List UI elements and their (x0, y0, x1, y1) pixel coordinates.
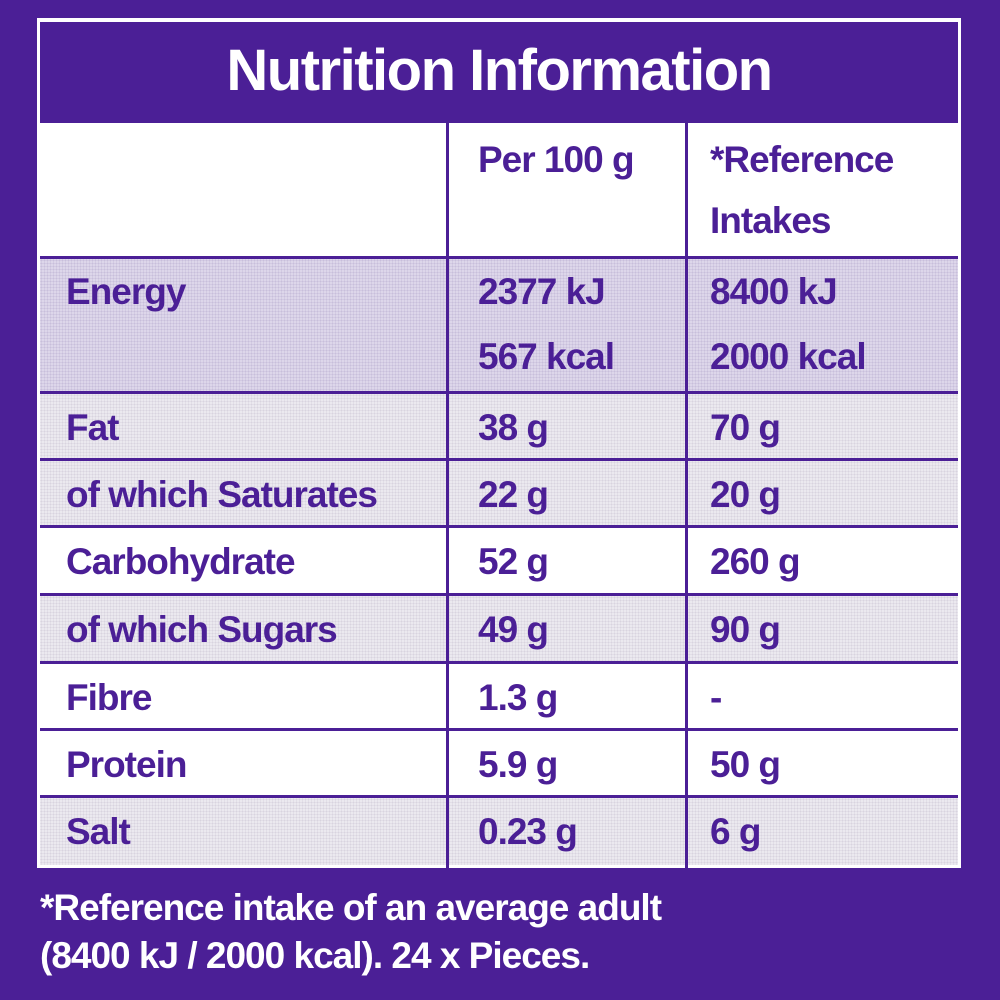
row-ref: - (710, 677, 722, 718)
row-per100: 52 g (478, 541, 549, 582)
row-per100: 22 g (478, 474, 549, 515)
row-label: of which Saturates (66, 474, 378, 515)
energy-per100-kcal: 567 kcal (478, 336, 615, 377)
row-label: Protein (66, 744, 187, 785)
row-label: Energy (66, 271, 186, 312)
footnote: *Reference intake of an average adult (8… (40, 884, 662, 980)
table-row-energy: Energy 2377 kJ 567 kcal 8400 kJ 2000 kca… (40, 256, 958, 393)
table-row-protein: Protein 5.9 g 50 g (40, 728, 958, 797)
table-row-salt: Salt 0.23 g 6 g (40, 795, 958, 865)
row-ref: 50 g (710, 744, 781, 785)
footnote-line1: *Reference intake of an average adult (40, 887, 662, 928)
row-label: Fat (66, 407, 119, 448)
row-per100: 0.23 g (478, 811, 578, 852)
row-label: of which Sugars (66, 609, 338, 650)
table-row-carbohydrate: Carbohydrate 52 g 260 g (40, 525, 958, 595)
row-per100: 1.3 g (478, 677, 558, 718)
table-row-saturates: of which Saturates 22 g 20 g (40, 458, 958, 527)
header-reference-line1: *Reference (710, 139, 894, 180)
header-reference-line2: Intakes (710, 200, 832, 241)
column-divider (446, 120, 449, 868)
row-ref: 260 g (710, 541, 801, 582)
row-ref: 90 g (710, 609, 781, 650)
column-divider (685, 120, 688, 868)
row-per100: 5.9 g (478, 744, 558, 785)
row-label: Carbohydrate (66, 541, 296, 582)
row-per100: 49 g (478, 609, 549, 650)
row-label: Salt (66, 811, 131, 852)
row-ref: 20 g (710, 474, 781, 515)
row-per100: 38 g (478, 407, 549, 448)
table-row-fat: Fat 38 g 70 g (40, 391, 958, 460)
row-ref: 70 g (710, 407, 781, 448)
table-title: Nutrition Information (40, 22, 958, 120)
row-ref: 6 g (710, 811, 761, 852)
header-per-100g: Per 100 g (478, 139, 635, 180)
table-row-sugars: of which Sugars 49 g 90 g (40, 593, 958, 663)
footnote-line2: (8400 kJ / 2000 kcal). 24 x Pieces. (40, 935, 590, 976)
energy-ref-kcal: 2000 kcal (710, 336, 867, 377)
header-row: Per 100 g *Reference Intakes (40, 120, 958, 258)
table-row-fibre: Fibre 1.3 g - (40, 661, 958, 730)
energy-per100-kj: 2377 kJ (478, 271, 606, 312)
nutrition-table: Nutrition Information Per 100 g *Referen… (37, 18, 961, 868)
row-label: Fibre (66, 677, 152, 718)
energy-ref-kj: 8400 kJ (710, 271, 838, 312)
